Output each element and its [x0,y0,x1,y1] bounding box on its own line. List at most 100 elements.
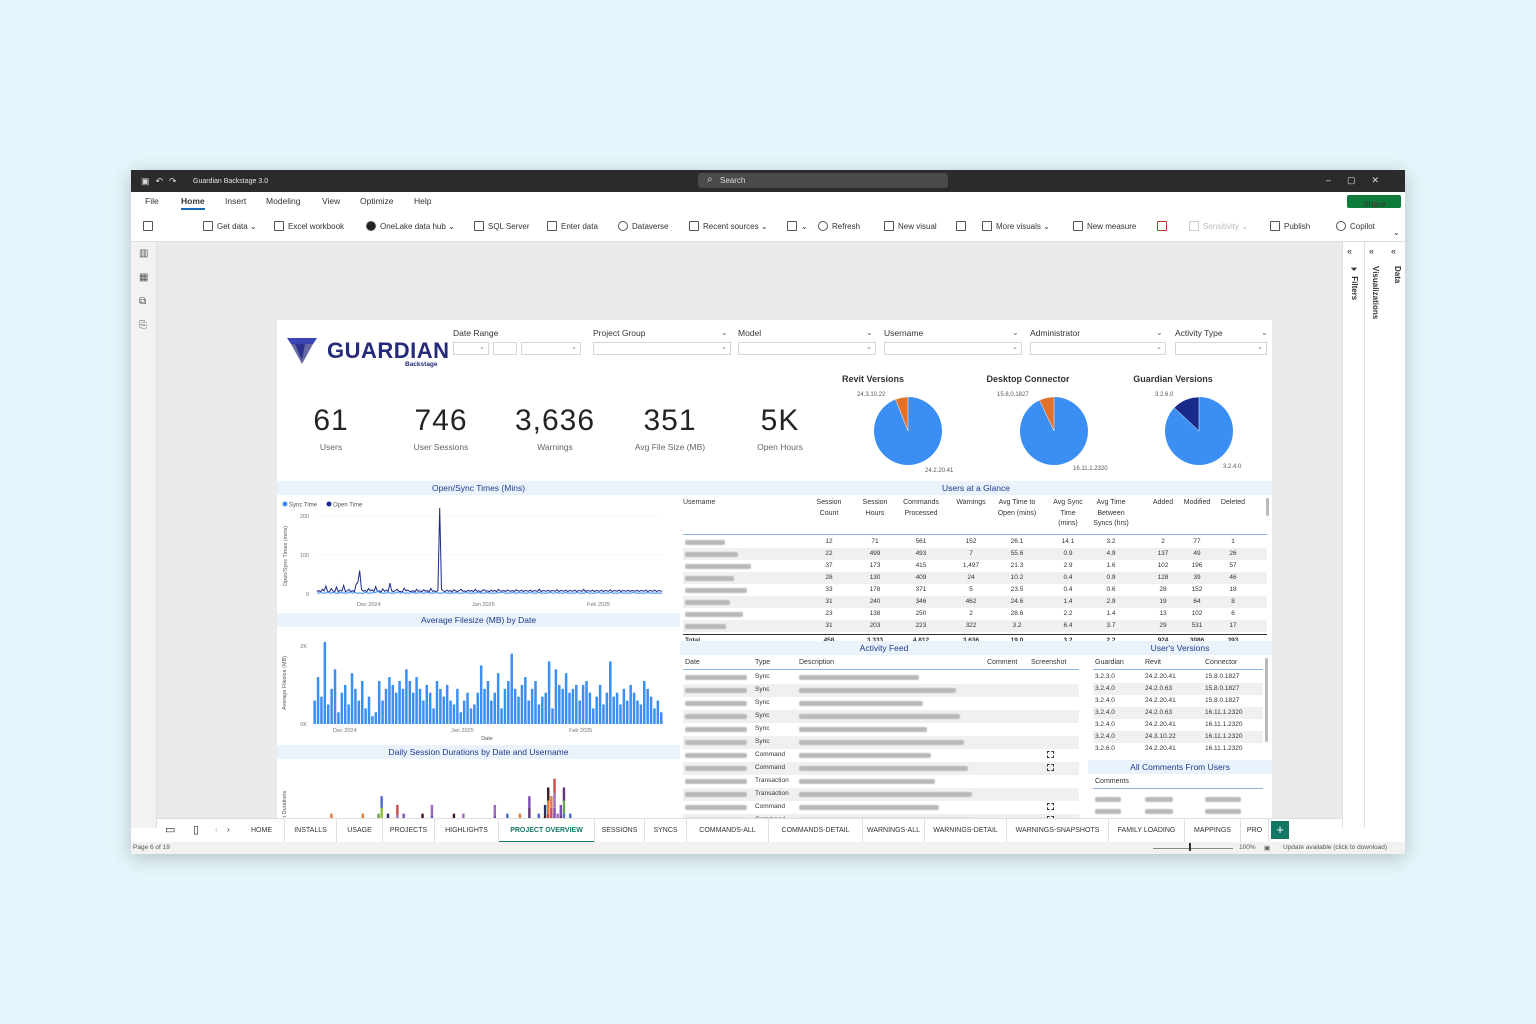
desktop-connector-pie[interactable] [1019,396,1089,466]
bar[interactable] [537,704,541,724]
bar[interactable] [609,661,612,724]
bar[interactable] [401,688,405,724]
filesize-bar-chart[interactable]: Average Filesize (MB) 0K 2K Dec 2024 Jan 202… [277,628,680,744]
desktop-layout-icon[interactable]: ▭ [165,824,176,836]
menu-modeling[interactable]: Modeling [266,196,301,206]
tab-highlights[interactable]: HIGHLIGHTS [435,819,499,843]
slicer-administrator[interactable]: Administrator ⌄ ⌄ [1030,328,1166,355]
bar[interactable] [568,692,571,724]
refresh-button[interactable]: Refresh [818,221,860,231]
bar[interactable] [330,688,333,724]
bar[interactable] [517,696,520,724]
menu-file[interactable]: File [145,196,159,206]
visualizations-pane-tab[interactable]: Visualizations [1371,266,1380,320]
bar[interactable] [326,704,330,724]
bar[interactable] [602,704,605,724]
tab-syncs[interactable]: SYNCS [645,819,687,843]
bar[interactable] [598,684,602,724]
update-notice[interactable]: Update available (click to download) [1283,844,1388,851]
sensitivity-button[interactable]: Sensitivity ⌄ [1189,221,1248,231]
tab-family-loading[interactable]: FAMILY LOADING [1109,819,1185,843]
table-row[interactable]: 22 499 493 7 55.6 0.9 4.9 137 49 26 [683,548,1267,560]
bar[interactable] [337,712,340,724]
bar[interactable] [524,677,527,724]
bar[interactable] [398,681,401,724]
bar[interactable] [486,681,490,724]
tab-installs[interactable]: INSTALLS [285,819,337,843]
date-from-input[interactable]: ⌄ [453,342,489,355]
bar[interactable] [405,669,408,724]
bar[interactable] [456,688,459,724]
table-row[interactable]: Transaction [683,775,1079,788]
pie-slice[interactable] [895,396,909,432]
tab-project-overview[interactable]: PROJECT OVERVIEW [499,819,595,843]
bar[interactable] [408,681,412,724]
zoom-slider[interactable] [1153,848,1233,849]
table-row[interactable]: Command [683,762,1079,775]
table-row[interactable]: Transaction [683,788,1079,801]
users-versions-table[interactable]: Guardian Revit Connector 3.2.3.0 24.2.20.41 1… [1093,658,1263,758]
bar[interactable] [619,704,622,724]
table-row[interactable]: 3.2.4.0 24.3.10.22 16.11.1.2320 [1093,731,1263,743]
tab-sessions[interactable]: SESSIONS [595,819,645,843]
table-row[interactable]: 31 203 223 322 3.2 6.4 3.7 29 531 17 [683,620,1267,632]
bar[interactable] [646,688,649,724]
bar[interactable] [588,692,592,724]
onelake-button[interactable]: OneLake data hub ⌄ [366,221,455,231]
bar[interactable] [384,688,388,724]
slicer-project-group[interactable]: Project Group ⌄ ⌄ [593,328,731,355]
table-row[interactable] [1093,805,1263,817]
search-input[interactable]: ⌕ Search [698,173,948,188]
model-view-icon[interactable]: ⧉ [139,296,147,307]
tab-usage[interactable]: USAGE [337,819,383,843]
pie-slice[interactable] [1173,396,1200,432]
stack-segment[interactable] [559,804,563,816]
bar[interactable] [507,681,510,724]
bar[interactable] [541,696,544,724]
tab-warnings-all[interactable]: WARNINGS-ALL [863,819,925,843]
table-row[interactable]: 33 178 371 5 23.5 0.4 0.6 28 152 18 [683,584,1267,596]
bar[interactable] [364,708,367,724]
bar[interactable] [612,696,615,724]
bar[interactable] [316,677,320,724]
transform-icon[interactable]: ⌄ [787,221,808,231]
bar[interactable] [340,692,344,724]
bar[interactable] [626,700,629,724]
bar[interactable] [479,665,483,724]
bar[interactable] [639,704,643,724]
menu-insert[interactable]: Insert [225,196,247,206]
stack-segment[interactable] [543,804,547,816]
bar[interactable] [377,681,381,724]
bar[interactable] [483,688,486,724]
dax-query-icon[interactable]: ⎘ [139,320,147,331]
table-row[interactable]: 3.2.6.0 24.2.20.41 16.11.1.2320 [1093,743,1263,755]
get-data-button[interactable]: Get data ⌄ [203,221,257,231]
bar[interactable] [513,688,517,724]
stack-segment[interactable] [550,796,553,808]
excel-workbook-button[interactable]: Excel workbook [274,221,344,231]
table-row[interactable]: Sync [683,697,1079,710]
stack-segment[interactable] [396,804,399,816]
stack-segment[interactable] [553,807,556,823]
tab-prev-icon[interactable]: ‹ [215,825,218,834]
bar[interactable] [643,681,646,724]
bar[interactable] [490,700,493,724]
table-row[interactable]: 31 240 346 462 24.6 1.4 2.9 19 64 8 [683,596,1267,608]
menu-view[interactable]: View [322,196,341,206]
tab-warnings-snapshots[interactable]: WARNINGS-SNAPSHOTS [1007,819,1109,843]
bar[interactable] [592,708,595,724]
screenshot-icon[interactable] [1047,751,1054,758]
stack-segment[interactable] [562,787,566,801]
tab-mappings[interactable]: MAPPINGS [1185,819,1241,843]
collapse-filters-icon[interactable]: « [1347,246,1353,256]
bar[interactable] [473,704,476,724]
recent-sources-button[interactable]: Recent sources ⌄ [689,221,768,231]
stack-segment[interactable] [553,778,556,794]
bar[interactable] [462,700,466,724]
table-row[interactable]: Sync [683,684,1079,697]
bar[interactable] [425,684,429,724]
new-visual-button[interactable]: New visual [884,221,937,231]
slicer-username[interactable]: Username ⌄ ⌄ [884,328,1022,355]
stack-segment[interactable] [430,804,434,816]
table-row[interactable]: 28 130 409 24 10.2 0.4 0.9 128 39 46 [683,572,1267,584]
